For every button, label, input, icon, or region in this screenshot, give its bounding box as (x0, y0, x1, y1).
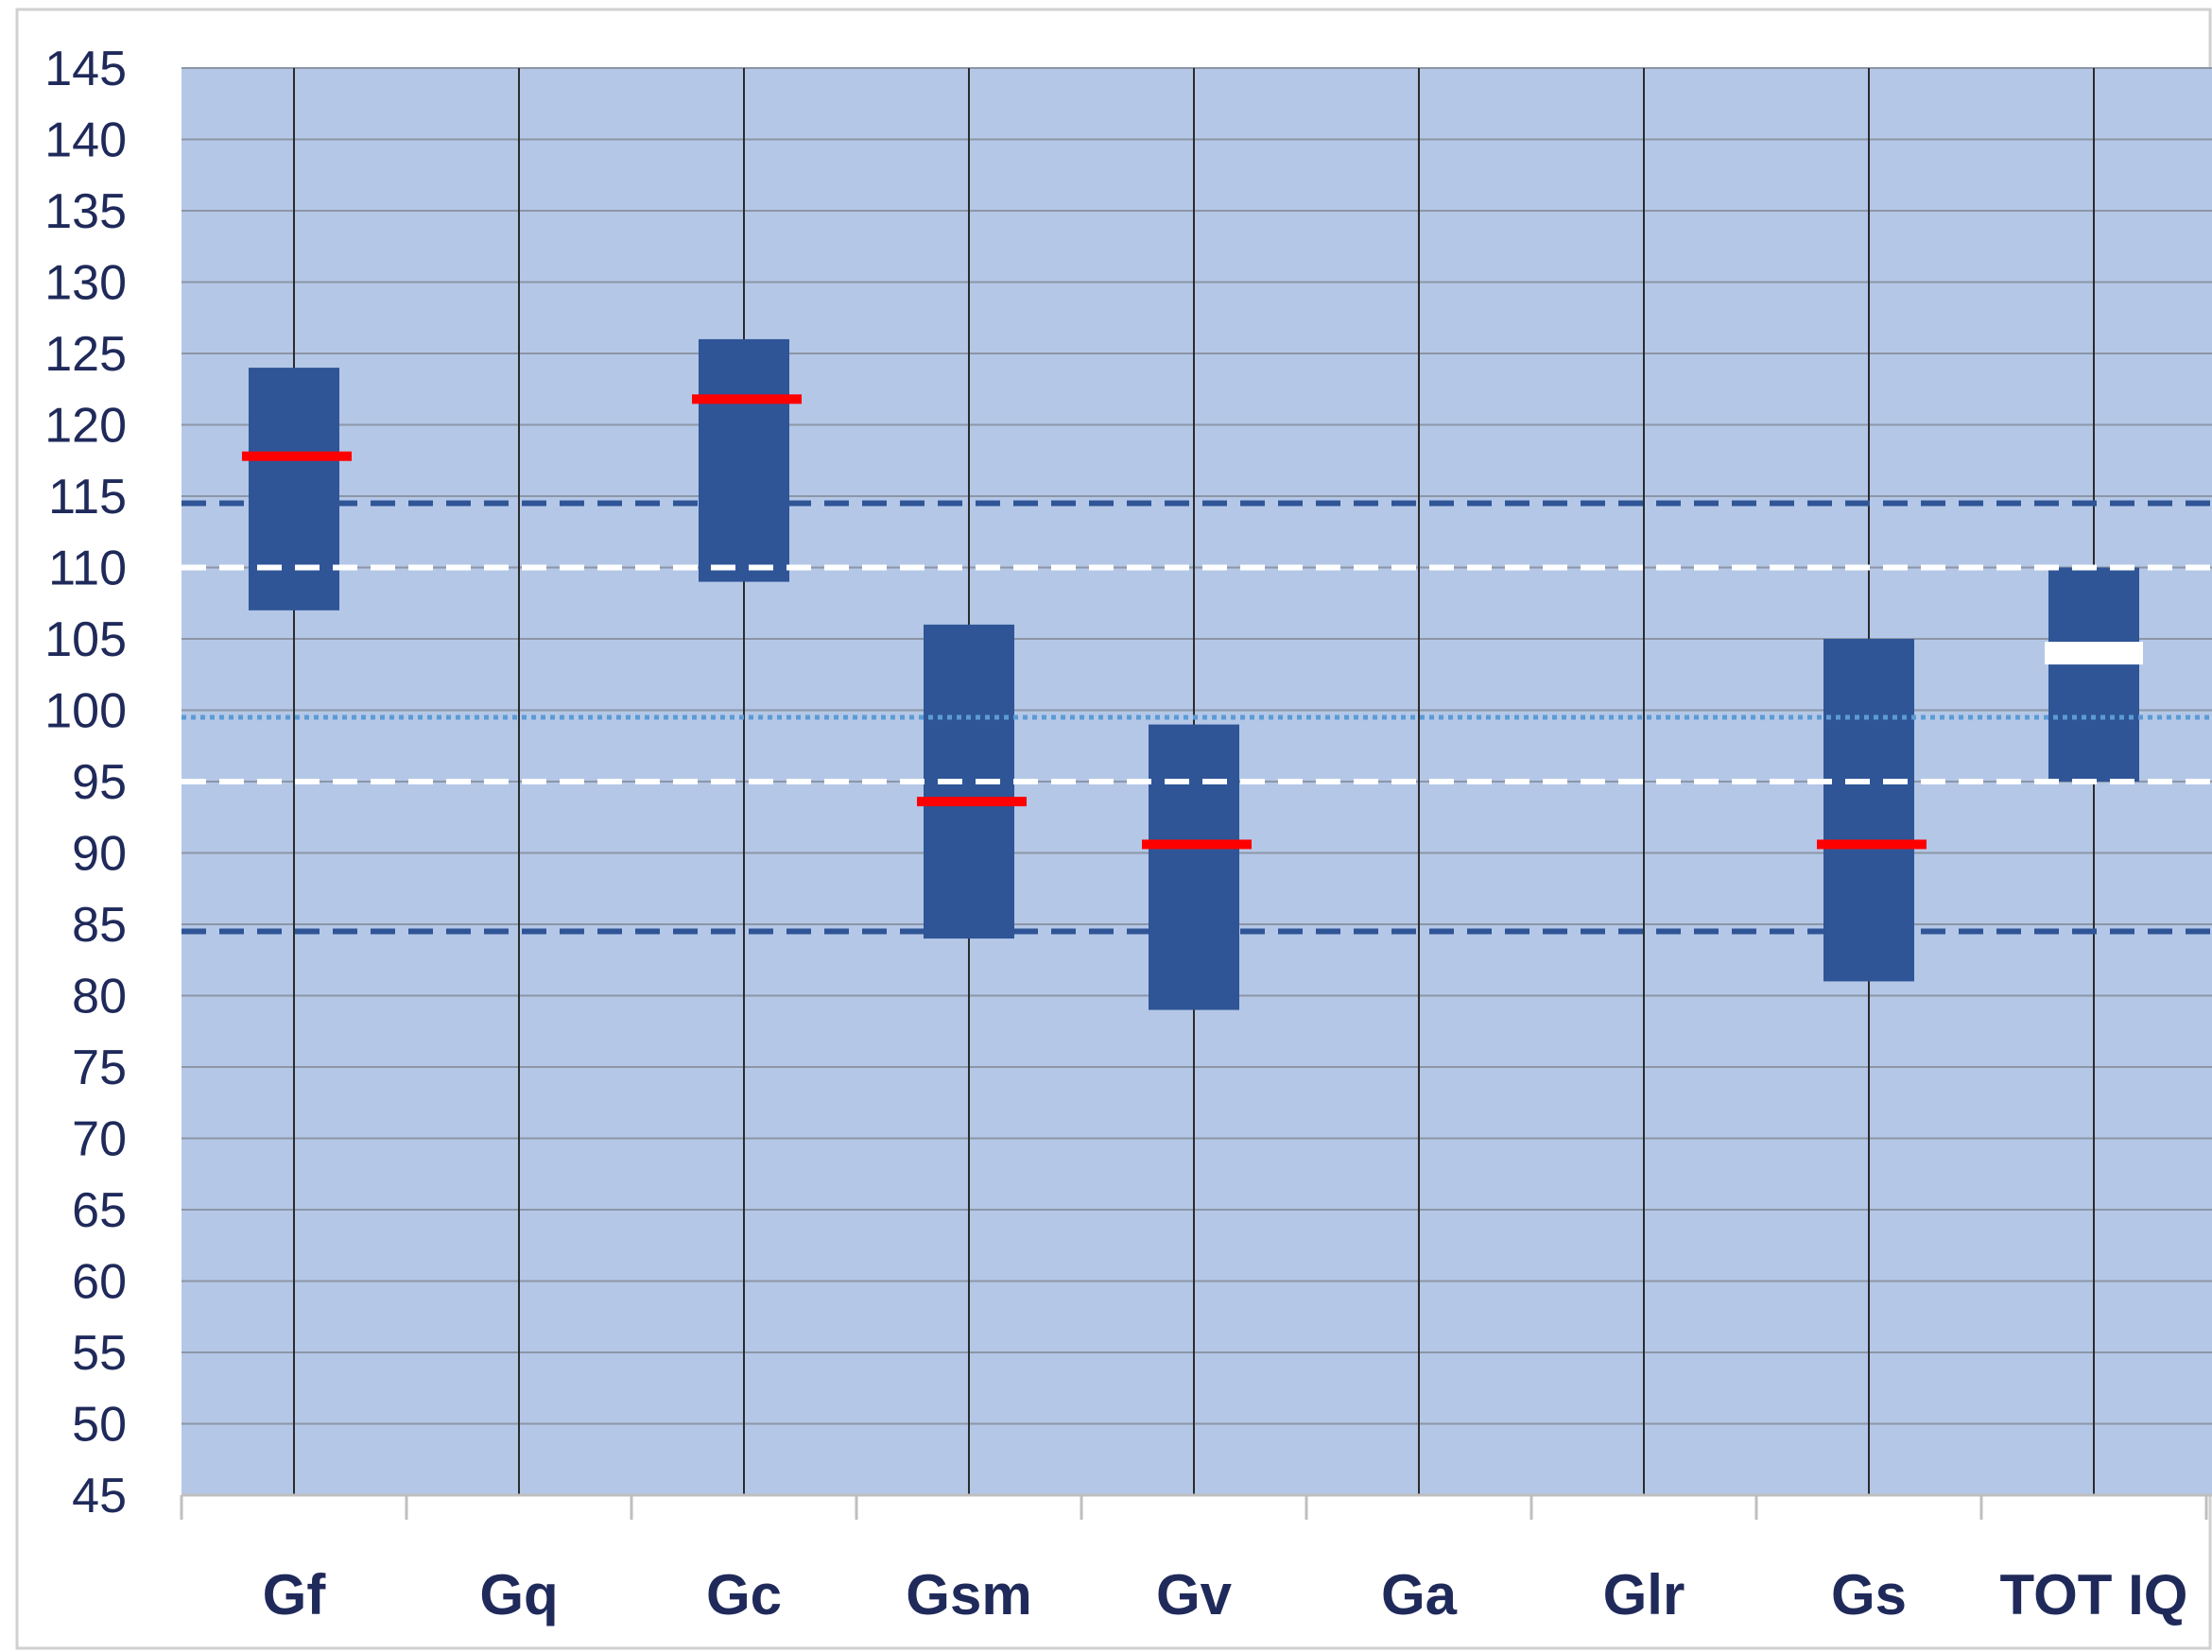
vertical-gridlines (293, 68, 2095, 1495)
y-tick-label-55: 55 (72, 1326, 127, 1381)
x-tick-label-tot-iq: TOT IQ (2000, 1563, 2188, 1626)
y-tick-label-65: 65 (72, 1183, 127, 1238)
y-tick-label-100: 100 (44, 684, 127, 739)
score-markers (242, 394, 2143, 850)
y-tick-label-70: 70 (72, 1112, 127, 1167)
range-bar-gs (1823, 639, 1914, 982)
reference-lines (181, 500, 2212, 935)
y-tick-label-45: 45 (72, 1469, 127, 1523)
y-tick-label-50: 50 (72, 1398, 127, 1453)
y-tick-label-105: 105 (44, 612, 127, 667)
y-tick-label-135: 135 (44, 184, 127, 239)
score-marker-tot-iq (2045, 642, 2143, 665)
range-bar-gsm (924, 624, 1014, 939)
y-tick-label-95: 95 (72, 755, 127, 810)
y-tick-label-125: 125 (44, 327, 127, 382)
y-tick-label-140: 140 (44, 113, 127, 168)
range-bar-gv (1149, 724, 1239, 1010)
y-tick-label-115: 115 (48, 470, 127, 525)
y-tick-label-60: 60 (72, 1255, 127, 1310)
x-axis-ticks: Gf Gq Gc Gsm Gv Ga Glr Gs TOT IQ (263, 1563, 2188, 1626)
x-tick-label-gc: Gc (706, 1563, 782, 1626)
score-marker-gc (692, 394, 802, 404)
y-tick-label-120: 120 (44, 399, 127, 454)
x-tick-label-gv: Gv (1156, 1563, 1233, 1626)
range-bar-tot-iq (2048, 567, 2139, 782)
x-tick-label-gs: Gs (1831, 1563, 1907, 1626)
y-tick-label-90: 90 (72, 827, 127, 882)
y-tick-label-145: 145 (44, 42, 127, 96)
y-tick-label-110: 110 (48, 542, 127, 596)
y-tick-label-130: 130 (44, 256, 127, 311)
score-marker-gf (242, 451, 352, 461)
range-bar-gf (249, 368, 339, 611)
x-tick-label-gf: Gf (263, 1563, 327, 1626)
x-tick-label-gsm: Gsm (906, 1563, 1031, 1626)
y-axis-ticks: 45 50 55 60 65 70 75 80 85 90 95 100 105 110 115 120 125… (44, 42, 127, 1523)
x-tick-label-glr: Glr (1603, 1563, 1685, 1626)
y-tick-label-85: 85 (72, 898, 127, 953)
x-axis (180, 1493, 2212, 1520)
x-tick-label-gq: Gq (479, 1563, 558, 1626)
y-tick-label-75: 75 (72, 1041, 127, 1095)
score-marker-gsm (917, 797, 1027, 807)
score-marker-gv (1142, 839, 1252, 850)
score-marker-gs (1817, 839, 1927, 850)
y-tick-label-80: 80 (72, 970, 127, 1024)
range-bar-gc (699, 338, 789, 582)
x-tick-label-ga: Ga (1381, 1563, 1458, 1626)
